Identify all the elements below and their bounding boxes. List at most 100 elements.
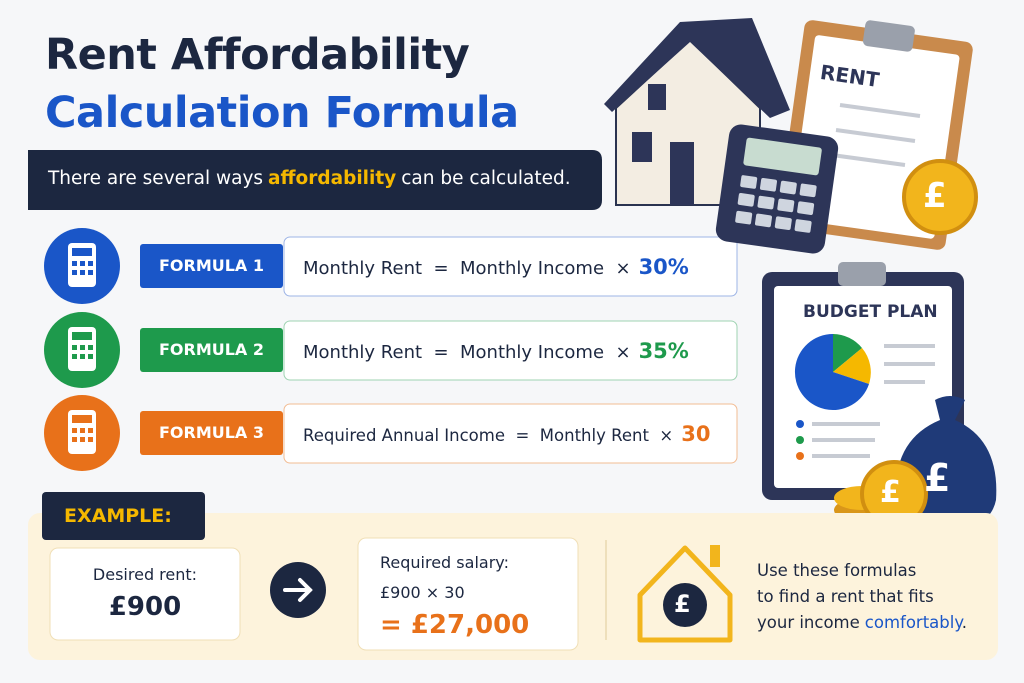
salary-box <box>357 537 579 651</box>
tip-text: your income <box>757 613 860 632</box>
formula-row-3-part <box>283 403 738 464</box>
house-illustration-part <box>604 18 790 118</box>
formula-label: FORMULA 2 <box>158 340 265 359</box>
expression: Required Annual Income = Monthly Rent × <box>303 426 674 445</box>
expression: Monthly Rent = Monthly Income × <box>303 342 631 363</box>
calculator-keys-part <box>80 270 85 275</box>
calculator-keys <box>72 248 93 275</box>
salary-label: Required salary: <box>380 553 509 572</box>
calculator-keys-part <box>72 354 77 359</box>
calculator-keys-part <box>80 345 85 350</box>
formula-row-1-part <box>140 244 283 288</box>
calculator-illustration-part-part <box>757 195 775 210</box>
coin <box>902 159 978 235</box>
calculator-keys-part <box>72 415 92 423</box>
formula-label: FORMULA 3 <box>158 423 265 442</box>
calculator-illustration-part-part <box>735 210 753 225</box>
calculator-illustration-part <box>743 137 822 176</box>
formula-expression: Required Annual Income = Monthly Rent × 3… <box>303 404 710 464</box>
formula-label: FORMULA 1 <box>158 256 265 275</box>
calculator-illustration-part-part <box>740 175 758 189</box>
coin-stack <box>834 460 928 528</box>
rent-label: Desired rent: <box>92 565 198 584</box>
calculator-illustration-part-part <box>797 201 815 215</box>
calculator-illustration-part-part <box>760 177 778 192</box>
intro-banner <box>28 150 602 210</box>
calculator-illustration-part-part <box>777 198 795 213</box>
budget-heading: BUDGET PLAN <box>803 302 938 322</box>
formula-row-1-part <box>283 236 738 297</box>
formula-expression: Monthly Rent = Monthly Income × 35% <box>303 321 689 381</box>
coin-symbol: £ <box>880 475 901 510</box>
house-illustration-part <box>632 132 652 162</box>
rent-clipboard-part <box>831 153 906 167</box>
tip-end: . <box>961 613 968 632</box>
calculator-keys-part <box>80 354 85 359</box>
factor: 30% <box>638 255 689 279</box>
bag-symbol: £ <box>924 456 951 500</box>
salary-calc: £900 × 30 <box>380 583 465 602</box>
budget-clipboard-part <box>838 262 886 286</box>
budget-clipboard-part <box>796 436 804 444</box>
formula-row-3 <box>44 395 738 471</box>
calculator-illustration <box>715 124 839 254</box>
factor: 30 <box>681 422 711 446</box>
house-icon <box>637 545 733 643</box>
tip-line: your income comfortably. <box>757 613 967 632</box>
tip-line: Use these formulas <box>757 561 917 580</box>
expression: Monthly Rent = Monthly Income × <box>303 258 631 279</box>
house-illustration-part <box>648 84 666 110</box>
calculator-keys-part <box>88 354 93 359</box>
calculator-illustration-part-part <box>774 216 792 231</box>
coin-symbol: £ <box>923 176 947 216</box>
calculator-keys-part <box>72 428 77 433</box>
rent-clipboard-part <box>862 20 915 52</box>
calculator-illustration-part-part <box>779 180 797 195</box>
formula-row-1 <box>44 228 738 304</box>
formula-row-2-part <box>283 320 738 381</box>
calculator-illustration-part <box>735 175 817 233</box>
budget-clipboard-part <box>833 348 871 384</box>
intro-highlight: affordability <box>268 168 397 189</box>
salary-result: = £27,000 <box>380 610 530 640</box>
calculator-keys-part <box>88 345 93 350</box>
calculator-illustration-part-part <box>754 213 772 228</box>
rent-value: £900 <box>108 592 182 622</box>
calculator-keys-part <box>72 345 77 350</box>
calculator-keys <box>72 415 93 442</box>
calculator-keys <box>72 332 93 359</box>
rent-clipboard-part <box>835 128 916 143</box>
house-icon-part <box>637 545 733 643</box>
budget-clipboard-part <box>796 452 804 460</box>
rent-box <box>49 547 241 641</box>
budget-clipboard-part <box>833 334 862 372</box>
calculator-keys-part <box>80 437 85 442</box>
formula-expression: Monthly Rent = Monthly Income × 30% <box>303 237 689 297</box>
title-line-1: Rent Affordability <box>45 30 470 80</box>
calculator-illustration-part-part <box>737 193 755 207</box>
calculator-keys-part <box>72 261 77 266</box>
calculator-keys-part <box>88 437 93 442</box>
formula-row-3-part <box>140 411 283 455</box>
house-symbol: £ <box>674 590 691 618</box>
house-icon-part <box>710 545 720 567</box>
budget-clipboard-part <box>796 420 804 428</box>
calculator-keys-part <box>80 428 85 433</box>
rent-clipboard-part <box>839 103 921 118</box>
house-illustration-part <box>670 142 694 205</box>
example-tab <box>42 492 205 540</box>
factor: 35% <box>638 339 689 363</box>
calculator-illustration-part-part <box>799 183 817 198</box>
calculator-keys-part <box>88 428 93 433</box>
intro-text: There are several ways affordability can b… <box>48 168 571 189</box>
example-heading: EXAMPLE: <box>64 505 172 527</box>
budget-clipboard-part <box>794 333 869 410</box>
calculator-illustration-part-part <box>794 219 812 233</box>
tip-line: to find a rent that fits <box>757 587 934 606</box>
arrow <box>283 578 313 602</box>
title-line-2: Calculation Formula <box>45 88 519 138</box>
calculator-keys-part <box>72 270 77 275</box>
calculator-keys-part <box>72 437 77 442</box>
